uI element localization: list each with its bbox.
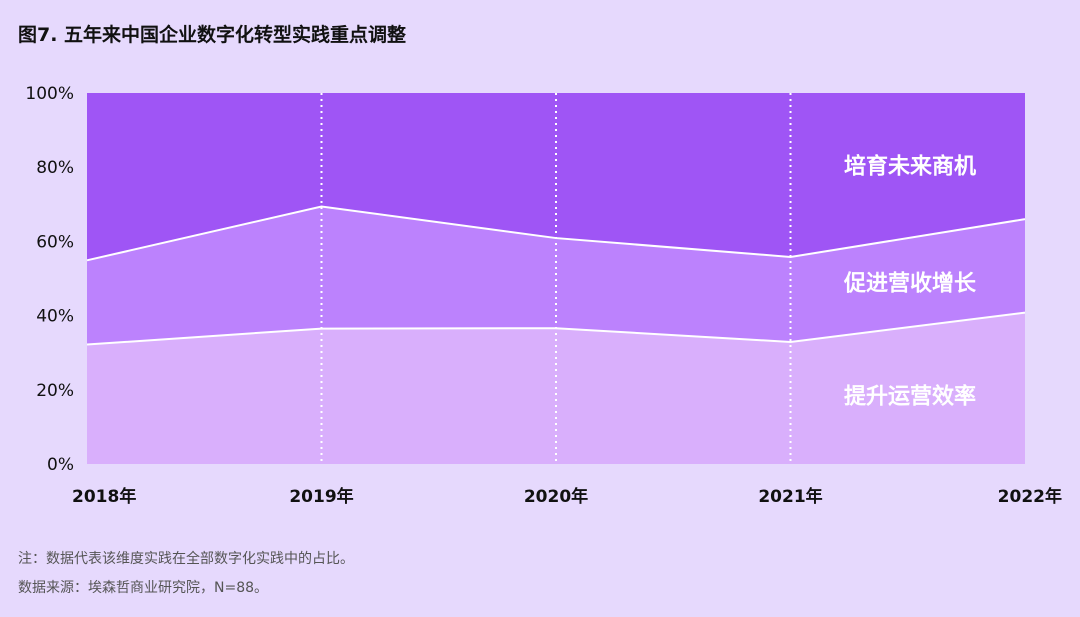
x-tick-label: 2021年: [758, 486, 822, 507]
footnote-source: 数据来源：埃森哲商业研究院，N=88。: [18, 580, 269, 596]
y-tick-label: 100%: [25, 84, 74, 104]
y-tick-label: 20%: [36, 381, 74, 401]
x-tick-label: 2019年: [289, 486, 353, 507]
x-tick-label: 2020年: [524, 486, 588, 507]
x-tick-label: 2022年: [998, 486, 1062, 507]
footnote-note: 注：数据代表该维度实践在全部数字化实践中的占比。: [18, 551, 354, 567]
series-label: 促进营收增长: [843, 271, 977, 297]
boundary-line-1: [86, 311, 1026, 346]
y-tick-label: 40%: [36, 307, 74, 327]
y-tick-label: 80%: [36, 158, 74, 178]
x-tick-label: 2018年: [72, 486, 136, 507]
y-tick-label: 0%: [47, 455, 74, 475]
area-3: [87, 93, 1025, 261]
boundary-line-2: [86, 205, 1026, 262]
y-tick-label: 60%: [36, 232, 74, 252]
series-label: 提升运营效率: [844, 384, 976, 410]
chart-title: 图7. 五年来中国企业数字化转型实践重点调整: [18, 24, 407, 46]
series-label: 培育未来商机: [844, 154, 976, 180]
